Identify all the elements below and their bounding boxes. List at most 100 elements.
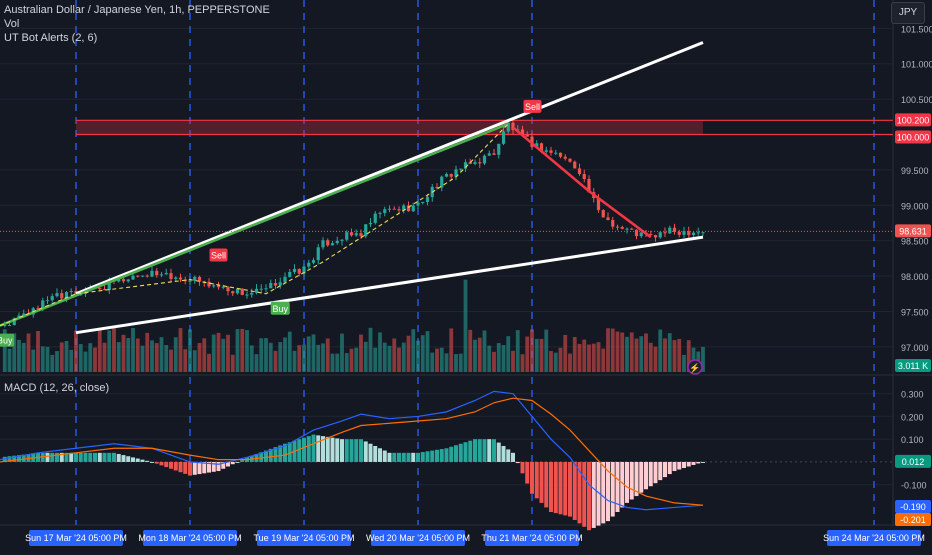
- macd-histogram-bar: [411, 452, 416, 462]
- macd-histogram-bar: [435, 449, 439, 462]
- zone-top-label: 100.200: [897, 115, 930, 125]
- buy-signal-badge: [270, 301, 290, 315]
- volume-bar: [530, 329, 534, 372]
- volume-bar: [534, 338, 539, 372]
- macd-histogram-bar: [496, 442, 501, 462]
- volume-bar: [639, 336, 644, 372]
- candle: [41, 300, 45, 309]
- candle: [273, 283, 278, 286]
- volume-bar: [45, 346, 50, 372]
- volume-bar: [154, 343, 159, 372]
- macd-histogram-bar: [321, 436, 325, 462]
- candle: [649, 234, 653, 236]
- sell-signal-badge: [209, 248, 228, 262]
- price-tick-label: 101.500: [901, 24, 932, 34]
- candle: [577, 168, 582, 175]
- macd-histogram-bar: [268, 448, 273, 462]
- macd-histogram-bar: [216, 461, 221, 472]
- time-axis-label: Thu 21 Mar '24 05:00 PM: [481, 533, 582, 543]
- volume-bar: [21, 342, 26, 372]
- volume-bar: [278, 342, 283, 372]
- macd-histogram-bar: [287, 442, 292, 462]
- volume-bar: [387, 345, 392, 372]
- volume-bar: [135, 338, 140, 372]
- macd-histogram-bar: [430, 450, 435, 462]
- volume-bar: [197, 342, 202, 372]
- macd-histogram-bar: [587, 461, 591, 531]
- volume-bar: [648, 342, 653, 372]
- candle: [292, 268, 297, 272]
- volume-bar: [610, 328, 615, 372]
- candle: [36, 308, 40, 310]
- volume-bar: [401, 342, 406, 372]
- macd-histogram-bar: [568, 461, 572, 517]
- candle: [150, 270, 154, 277]
- volume-bar: [591, 343, 596, 372]
- volume-bar: [582, 339, 587, 372]
- volume-bar: [439, 347, 444, 372]
- candle: [544, 150, 548, 152]
- candle: [573, 161, 577, 169]
- macd-histogram-bar: [349, 439, 354, 462]
- sell-signal-label: Sell: [525, 102, 540, 112]
- macd-histogram-bar: [140, 459, 145, 462]
- macd-histogram-bar: [316, 435, 321, 462]
- macd-histogram-bar: [283, 443, 287, 462]
- macd-histogram-bar: [88, 452, 93, 462]
- macd-histogram-bar: [468, 440, 473, 462]
- macd-histogram-bar: [501, 446, 506, 462]
- macd-histogram-bar: [653, 461, 658, 484]
- candle: [136, 275, 140, 277]
- volume-bar: [449, 328, 454, 372]
- volume-legend: Vol: [4, 18, 20, 30]
- macd-histogram-bar: [458, 443, 463, 462]
- candle: [102, 289, 107, 291]
- volume-bar: [36, 331, 40, 372]
- currency-button[interactable]: JPY: [891, 2, 925, 24]
- zone-bottom-tag: [895, 130, 931, 144]
- volume-bar: [50, 354, 55, 372]
- volume-bar: [435, 348, 439, 372]
- volume-bar: [416, 340, 420, 372]
- candle: [511, 122, 515, 130]
- macd-histogram-bar: [696, 461, 701, 464]
- candle: [69, 291, 73, 293]
- macd-histogram-bar: [150, 461, 154, 463]
- volume-bar: [230, 354, 235, 372]
- macd-histogram-bar: [340, 439, 344, 462]
- volume-bar: [520, 354, 525, 372]
- macd-histogram-bar: [230, 461, 235, 465]
- volume-bar: [226, 334, 230, 372]
- volume-bar: [249, 345, 254, 372]
- volume-bar: [83, 351, 88, 372]
- volume-bar: [373, 347, 378, 372]
- macd-histogram-bar: [591, 461, 596, 528]
- sell-signal-label: Sell: [211, 251, 226, 261]
- macd-histogram-bar: [59, 452, 64, 462]
- candle: [539, 143, 544, 152]
- macd-histogram-bar: [363, 441, 368, 462]
- volume-bar: [17, 339, 21, 372]
- volume-bar: [283, 337, 287, 372]
- candle: [22, 313, 26, 316]
- volume-bar: [131, 328, 135, 372]
- candle: [231, 291, 235, 294]
- candle: [630, 228, 634, 230]
- candle: [558, 152, 563, 157]
- macd-histogram-bar: [93, 452, 97, 462]
- volume-bar: [216, 332, 221, 372]
- volume-bar: [572, 337, 577, 372]
- candle: [620, 227, 624, 229]
- volume-bar: [606, 328, 610, 372]
- volume-bar: [620, 332, 625, 372]
- volume-bar: [577, 343, 582, 372]
- macd-histogram-bar: [378, 448, 382, 462]
- macd-value-tag: [895, 454, 931, 468]
- macd-tick-label: 0.200: [901, 412, 924, 422]
- macd-histogram-bar: [454, 445, 458, 462]
- candle: [425, 196, 430, 202]
- volume-bar: [145, 332, 150, 372]
- time-axis-tag: [371, 530, 465, 546]
